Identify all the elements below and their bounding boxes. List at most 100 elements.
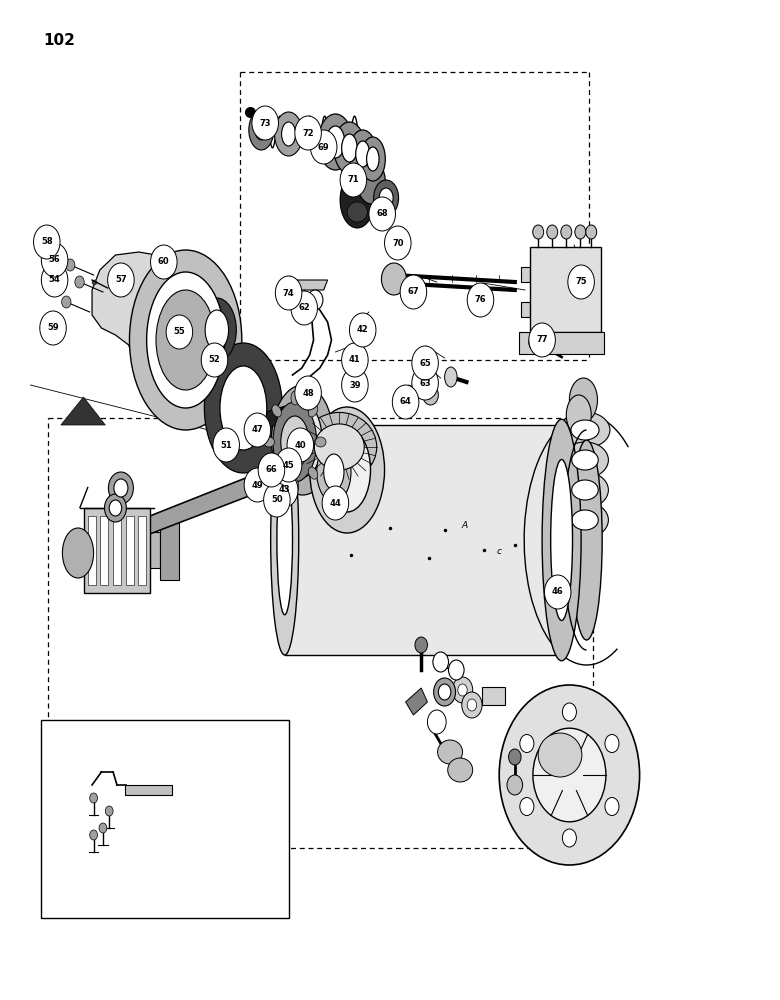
Circle shape — [287, 428, 314, 462]
Circle shape — [322, 486, 349, 520]
Bar — [41, 720, 289, 918]
Ellipse shape — [147, 272, 225, 408]
Ellipse shape — [66, 259, 75, 271]
Circle shape — [291, 291, 317, 325]
Ellipse shape — [374, 180, 399, 216]
Circle shape — [295, 376, 321, 410]
Ellipse shape — [445, 367, 457, 387]
Text: 75: 75 — [576, 277, 587, 286]
Ellipse shape — [109, 500, 122, 516]
Ellipse shape — [105, 494, 126, 522]
Text: 56: 56 — [48, 255, 61, 264]
Ellipse shape — [62, 296, 71, 308]
Circle shape — [349, 313, 376, 347]
Circle shape — [201, 343, 228, 377]
Polygon shape — [292, 280, 328, 290]
Text: 45: 45 — [282, 460, 295, 470]
Bar — [101, 516, 108, 584]
Bar — [87, 516, 95, 584]
Ellipse shape — [575, 225, 586, 239]
Ellipse shape — [572, 450, 598, 470]
Ellipse shape — [315, 437, 326, 447]
Polygon shape — [521, 267, 530, 282]
Ellipse shape — [249, 110, 274, 150]
Text: 59: 59 — [48, 324, 58, 332]
Ellipse shape — [533, 225, 544, 239]
Ellipse shape — [308, 467, 317, 479]
Circle shape — [244, 413, 271, 447]
Ellipse shape — [334, 122, 365, 174]
Ellipse shape — [562, 703, 576, 721]
Text: 62: 62 — [298, 304, 310, 312]
Text: 70: 70 — [392, 238, 403, 247]
Ellipse shape — [282, 122, 296, 146]
Text: 68: 68 — [377, 210, 388, 219]
Ellipse shape — [452, 677, 473, 703]
Bar — [139, 516, 147, 584]
Text: 63: 63 — [420, 378, 431, 387]
Circle shape — [275, 276, 302, 310]
Ellipse shape — [310, 407, 385, 533]
Ellipse shape — [360, 137, 385, 181]
Ellipse shape — [205, 310, 229, 350]
Circle shape — [151, 245, 177, 279]
Bar — [84, 507, 150, 592]
Text: 73: 73 — [260, 118, 271, 127]
Text: 57: 57 — [115, 275, 126, 284]
Circle shape — [544, 575, 571, 609]
Ellipse shape — [281, 416, 309, 468]
Ellipse shape — [255, 120, 268, 140]
Ellipse shape — [448, 660, 464, 680]
Text: 74: 74 — [283, 288, 294, 298]
Circle shape — [166, 315, 193, 349]
Ellipse shape — [434, 678, 456, 706]
Ellipse shape — [349, 130, 377, 178]
Ellipse shape — [448, 758, 473, 782]
Polygon shape — [521, 302, 530, 317]
Ellipse shape — [356, 141, 370, 167]
Ellipse shape — [277, 465, 292, 615]
Circle shape — [392, 385, 419, 419]
Text: 42: 42 — [356, 326, 369, 334]
Ellipse shape — [347, 202, 367, 222]
Polygon shape — [61, 397, 105, 425]
Text: 39: 39 — [349, 380, 360, 389]
Text: 71: 71 — [348, 176, 359, 184]
Text: 43: 43 — [279, 486, 290, 494]
Ellipse shape — [90, 830, 98, 840]
Text: 54: 54 — [48, 275, 61, 284]
Bar — [126, 516, 133, 584]
Ellipse shape — [90, 793, 98, 803]
Ellipse shape — [458, 684, 467, 696]
Ellipse shape — [533, 728, 606, 822]
Ellipse shape — [275, 112, 303, 156]
Ellipse shape — [114, 479, 128, 497]
Circle shape — [400, 275, 427, 309]
Ellipse shape — [499, 685, 640, 865]
Text: 55: 55 — [173, 328, 186, 336]
Text: 40: 40 — [295, 440, 306, 450]
Ellipse shape — [273, 402, 317, 482]
Text: 51: 51 — [220, 440, 232, 450]
Circle shape — [467, 283, 494, 317]
Ellipse shape — [197, 298, 236, 362]
Ellipse shape — [551, 460, 573, 620]
Ellipse shape — [529, 333, 543, 351]
Circle shape — [275, 448, 302, 482]
Ellipse shape — [571, 440, 602, 640]
Text: 58: 58 — [41, 237, 52, 246]
Circle shape — [258, 453, 285, 487]
Text: 50: 50 — [271, 495, 282, 504]
Ellipse shape — [415, 637, 427, 653]
Bar — [285, 425, 562, 655]
Ellipse shape — [324, 454, 344, 490]
Ellipse shape — [234, 402, 312, 434]
Ellipse shape — [272, 467, 282, 479]
Ellipse shape — [572, 510, 598, 530]
Bar — [150, 532, 160, 568]
Circle shape — [213, 428, 239, 462]
Text: 47: 47 — [252, 426, 263, 434]
Ellipse shape — [220, 366, 267, 450]
Text: 41: 41 — [349, 356, 361, 364]
Circle shape — [412, 366, 438, 400]
